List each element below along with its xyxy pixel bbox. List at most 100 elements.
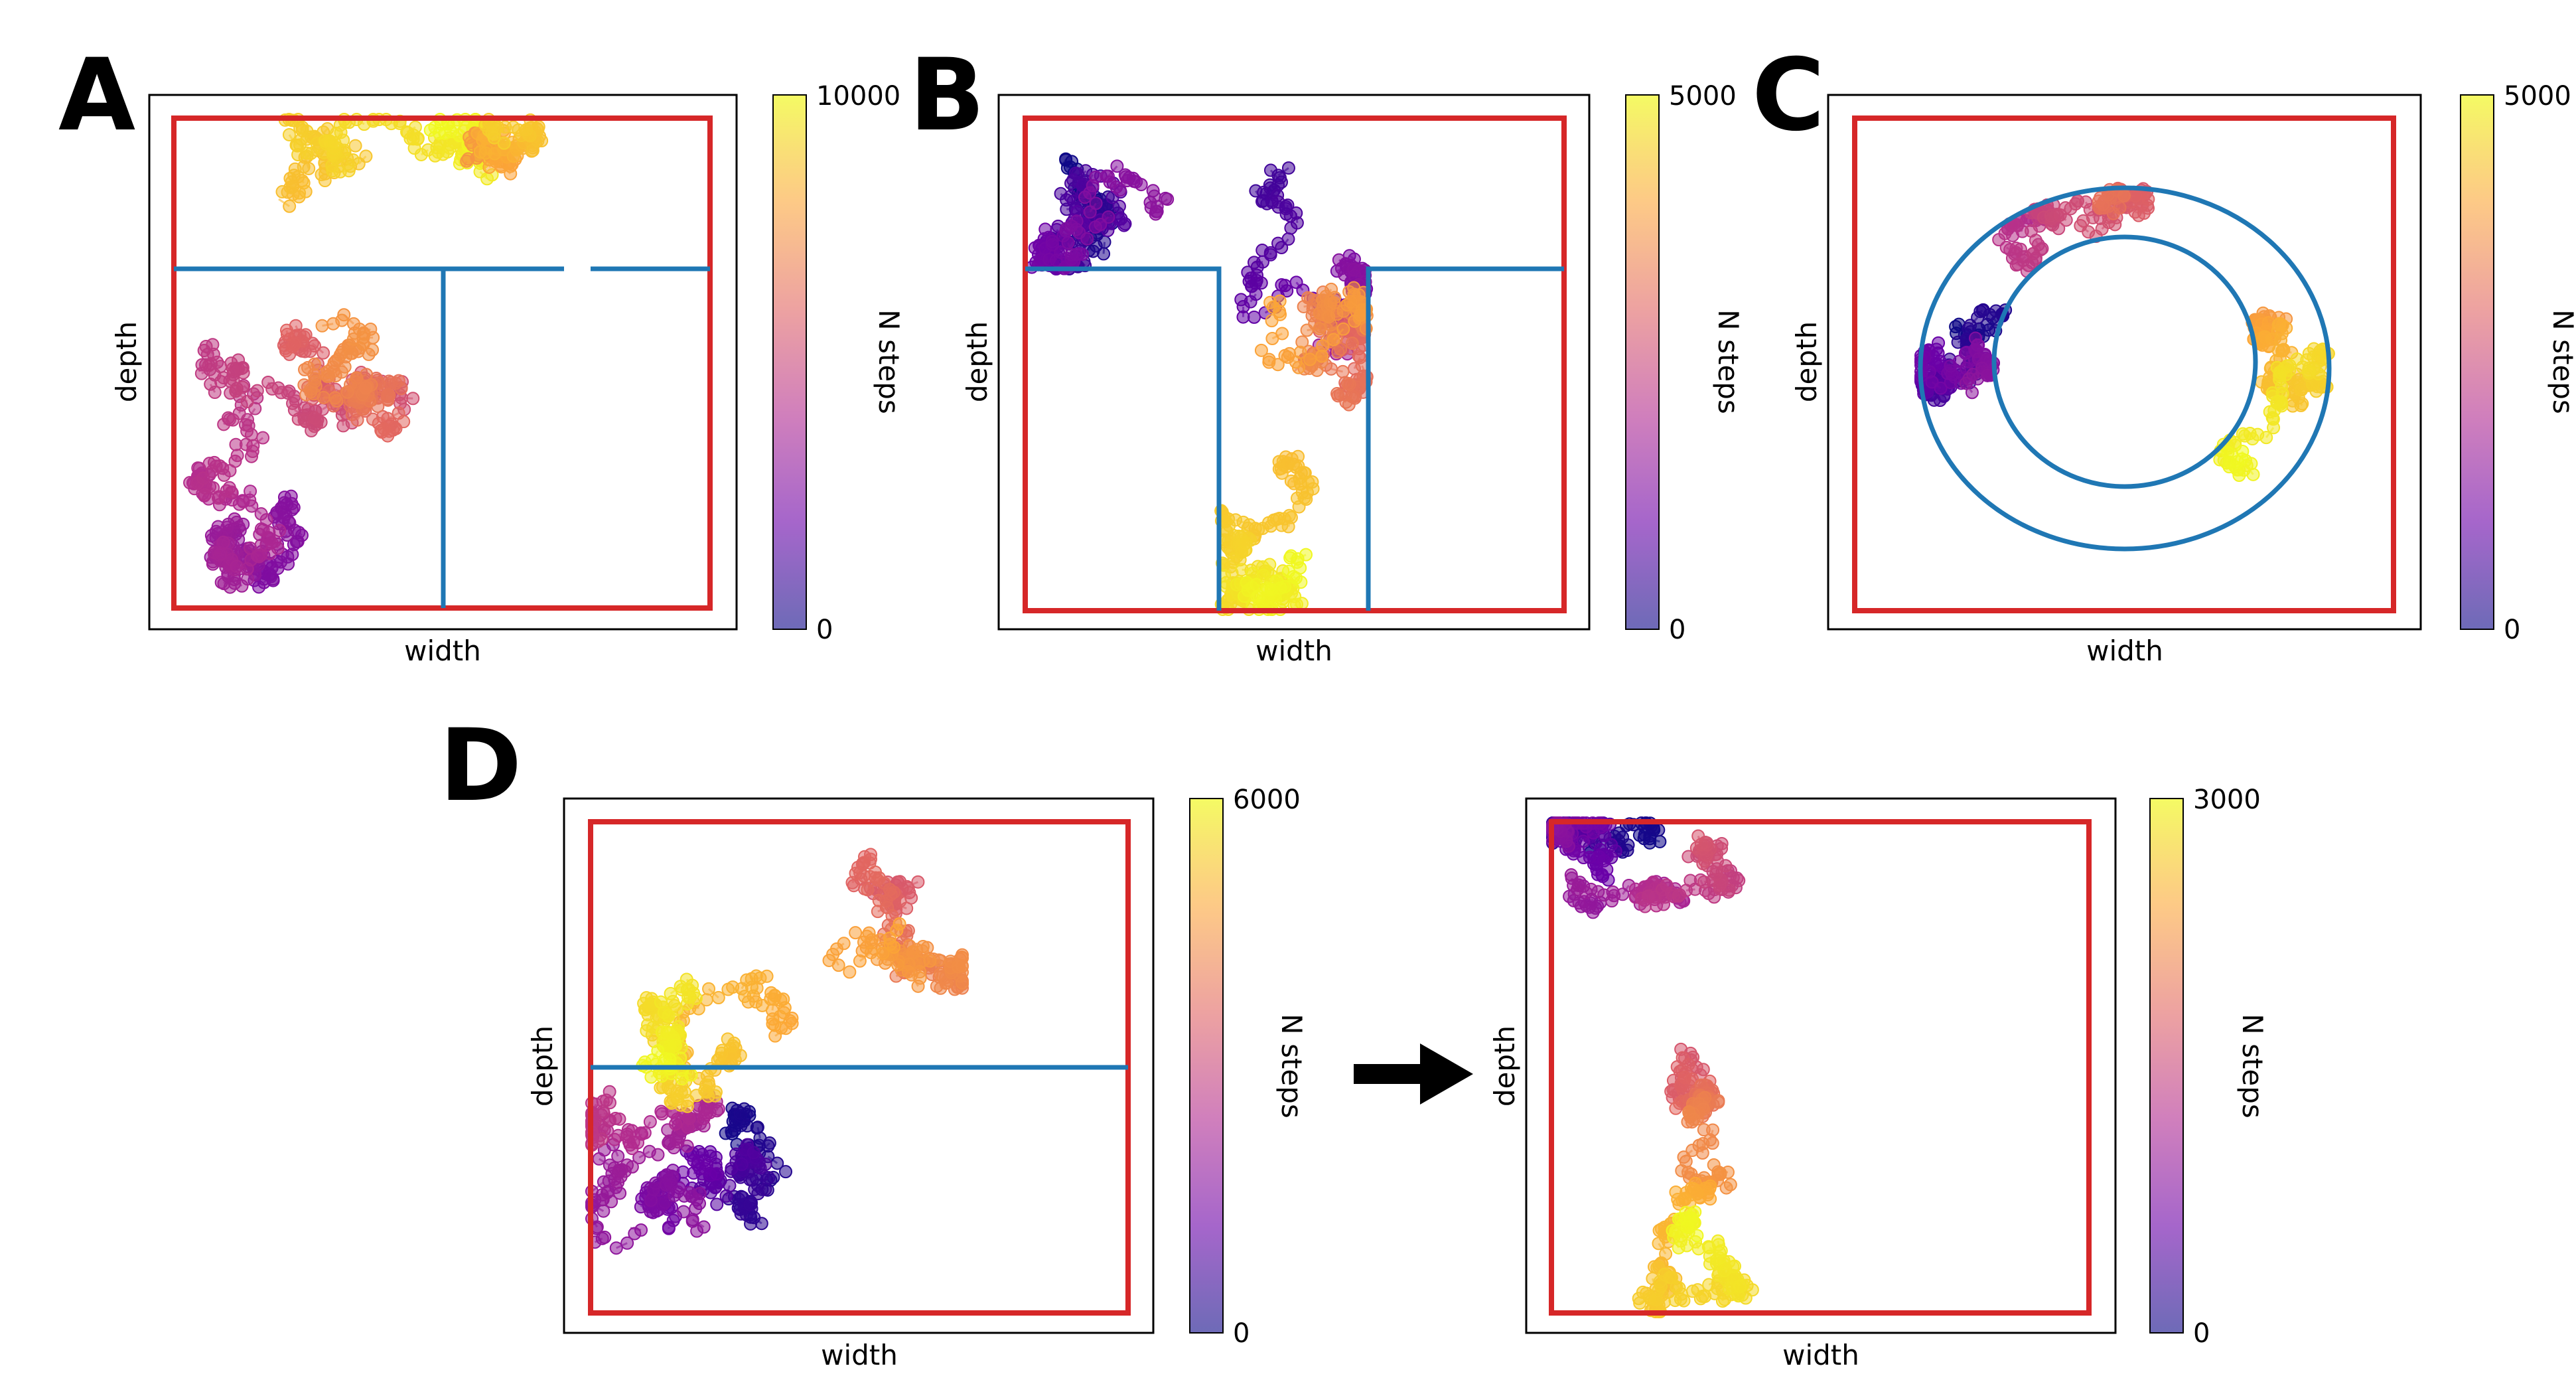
panel-a-trajectory-point <box>198 488 212 502</box>
panel-d-left-trajectory-point <box>719 1189 733 1203</box>
panel-d-left-trajectory-point <box>956 958 969 972</box>
panel-a-trajectory-point <box>359 149 373 163</box>
panel-d-right-trajectory-point <box>1711 1094 1725 1108</box>
panel-b-trajectory-point <box>1103 175 1117 189</box>
panel-b-trajectory-point <box>1248 310 1261 324</box>
panel-a-trajectory-point <box>273 524 287 538</box>
panel-a-trajectory-point <box>230 449 244 463</box>
panel-d-left-trajectory-point <box>640 1024 654 1037</box>
panel-a-trajectory-point <box>357 327 371 341</box>
panel-b-cbar-min: 0 <box>1669 615 1685 645</box>
panel-b-trajectory-point <box>1348 314 1362 328</box>
panel-b-trajectory-point <box>1080 232 1094 246</box>
panel-d-right-trajectory <box>1546 816 1759 1318</box>
panel-a-trajectory-point <box>340 385 354 399</box>
panel-b-trajectory-point <box>1281 161 1295 175</box>
panel-b-trajectory-point <box>1273 294 1287 308</box>
panel-a-trajectory-point <box>240 424 254 438</box>
arrow-icon <box>1354 1043 1473 1105</box>
panel-c-inner-wall <box>1991 234 2258 489</box>
panel-b-trajectory-point <box>1134 178 1148 192</box>
panel-d-left-trajectory-point <box>689 1201 703 1215</box>
panel-a-trajectory-point <box>321 364 334 378</box>
panel-b-trajectory-point <box>1292 500 1306 514</box>
panel-d-left-colorbar <box>1189 798 1224 1334</box>
panel-a-frame <box>148 94 738 631</box>
panel-a-trajectory-point <box>359 381 373 395</box>
panel-b-trajectory-point <box>1236 310 1250 324</box>
panel-a-trajectory-point <box>256 431 270 445</box>
panel-letter-d: D <box>439 708 522 824</box>
panel-d-left-trajectory-point <box>710 1197 724 1211</box>
panel-b-cbar-max: 5000 <box>1669 81 1737 112</box>
panel-a-trajectory-point <box>228 512 242 526</box>
panel-a-trajectory-point <box>293 138 307 152</box>
panel-d-left-trajectory-point <box>699 1078 713 1092</box>
panel-d-left-trajectory-point <box>662 1009 676 1023</box>
panel-a-trajectory <box>183 113 549 594</box>
panel-a-trajectory-point <box>423 123 437 137</box>
panel-d-left-trajectory-point <box>721 982 735 996</box>
panel-d-left-trajectory-point <box>768 988 782 1002</box>
panel-d-left-trajectory-point <box>709 1167 723 1181</box>
panel-a-xlabel: width <box>404 635 481 667</box>
panel-d-left-cbar-label: N steps <box>1275 1014 1308 1118</box>
panel-c-ylabel: depth <box>1790 321 1823 402</box>
panel-b-cbar-label: N steps <box>1712 309 1745 414</box>
panel-b-trajectory-point <box>1064 189 1078 203</box>
panel-c-colorbar <box>2460 94 2494 630</box>
panel-d-right: width depth 3000 0 N steps <box>1488 785 2269 1371</box>
panel-d-left-trajectory-point <box>860 929 874 943</box>
panel-d-left-trajectory-point <box>913 971 927 985</box>
panel-d-left-trajectory-point <box>747 1146 760 1160</box>
panel-d-right-trajectory-point <box>1564 868 1578 882</box>
panel-c-cbar-label: N steps <box>2547 309 2576 414</box>
panel-b-trajectory-point <box>1255 244 1269 258</box>
panel-a-trajectory-point <box>283 199 297 213</box>
panel-d-left-xlabel: width <box>821 1339 898 1371</box>
panel-a-trajectory-point <box>250 384 264 398</box>
panel-b-trajectory-point <box>1278 279 1292 293</box>
panel-a-trajectory-point <box>377 422 391 436</box>
panel-a-trajectory-point <box>263 532 277 546</box>
panel-d-left-trajectory-point <box>893 917 906 931</box>
panel-letter-b: B <box>909 38 985 153</box>
panel-b-trajectory-point <box>1326 333 1340 346</box>
panel-a-cbar-min: 0 <box>816 615 833 645</box>
panel-a-trajectory-point <box>497 136 511 150</box>
panel-b-trajectory-point <box>1281 564 1295 578</box>
panel-d-left-trajectory-point <box>675 1072 689 1086</box>
panel-d-left-trajectory-point <box>869 865 883 879</box>
panel-c-trajectory-point <box>2117 189 2131 202</box>
panel-d-left-cbar-max: 6000 <box>1233 785 1301 815</box>
panel-d-left-trajectory-point <box>609 1241 623 1255</box>
panel-a-trajectory-point <box>214 547 228 561</box>
panel-b-trajectory-point <box>1275 327 1289 341</box>
panel-a-colorbar <box>772 94 807 630</box>
panel-b-trajectory-point <box>1341 376 1355 390</box>
panel-d-left-trajectory-point <box>644 1193 658 1207</box>
panel-d-left-trajectory-point <box>864 946 878 960</box>
panel-d-left-trajectory-point <box>778 1165 792 1179</box>
panel-d-left-trajectory-point <box>681 990 695 1004</box>
panel-c-xlabel: width <box>2086 635 2163 667</box>
panel-d-left-trajectory-point <box>691 1101 705 1114</box>
panel-letter-a: A <box>58 38 135 153</box>
panel-d-left-cbar-min: 0 <box>1233 1318 1250 1349</box>
panel-a-trajectory-point <box>245 449 259 463</box>
panel-a-trajectory-point <box>315 319 329 333</box>
panel-a-trajectory-point <box>431 145 445 159</box>
panel-d-left-trajectory <box>585 848 969 1255</box>
panel-a: width depth 10000 0 N steps <box>110 81 905 667</box>
panel-a-ylabel: depth <box>110 321 143 402</box>
panel-a-trajectory-point <box>216 536 230 550</box>
panel-letter-c: C <box>1752 38 1825 153</box>
panel-d-left-trajectory-point <box>758 1182 772 1196</box>
panel-a-trajectory-point <box>226 362 240 376</box>
panel-d-right-trajectory-point <box>1715 836 1729 850</box>
panel-d-right-trajectory-point <box>1691 829 1705 843</box>
panel-c-trajectory-point <box>2236 444 2250 458</box>
panel-d-left: width depth 6000 0 N steps <box>526 785 1308 1371</box>
panel-c-trajectory-point <box>1965 386 1979 400</box>
panel-d-left-trajectory-point <box>671 1090 685 1104</box>
